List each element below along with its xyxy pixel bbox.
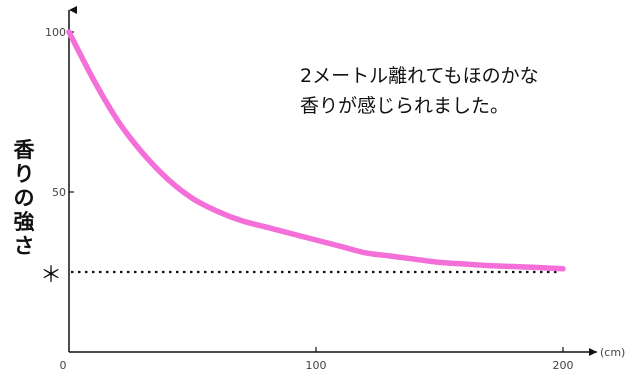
series-layer <box>66 29 566 272</box>
annotation-line: 2メートル離れてもほのかな <box>300 65 539 87</box>
y-tick-label: 50 <box>52 186 66 199</box>
y-tick-label: 100 <box>45 26 66 39</box>
reference-line-label: ＊ <box>40 263 62 288</box>
x-tick-label: 200 <box>553 359 574 372</box>
x-axis-unit-label: (cm) <box>600 346 625 359</box>
y-axis-ticks: 50 100 <box>45 26 74 199</box>
x-axis-ticks: 0 100 200 <box>60 347 574 372</box>
y-axis-label: 香りの強さ <box>14 138 36 258</box>
x-tick-label: 100 <box>306 359 327 372</box>
series-line-0 <box>66 29 566 272</box>
annotation-line: 香りが感じられました。 <box>300 95 509 117</box>
x-tick-label: 0 <box>60 359 67 372</box>
